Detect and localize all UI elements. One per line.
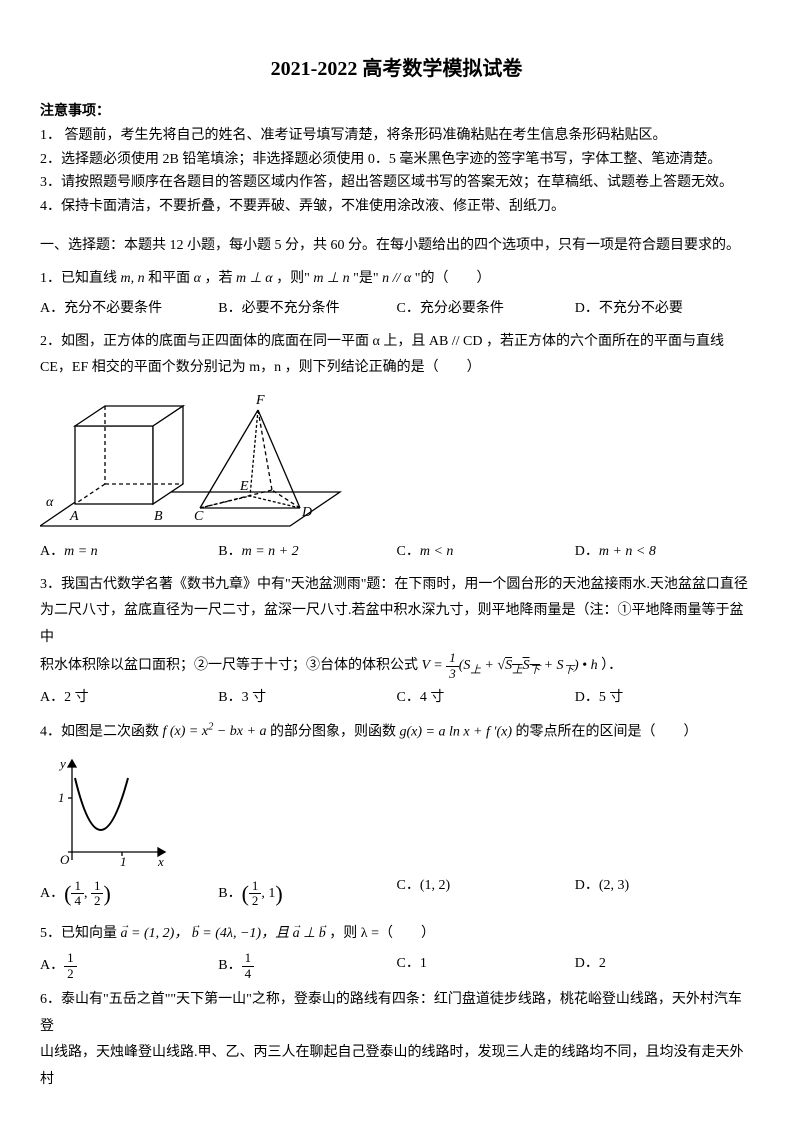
math: b bbox=[192, 926, 199, 941]
math: f (x) = x2 − bx + a bbox=[163, 724, 267, 739]
option-d: D．(2, 3) bbox=[575, 873, 753, 915]
math: n // α bbox=[379, 271, 415, 286]
question-3: 3．我国古代数学名著《数书九章》中有"天池盆测雨"题：在下雨时，用一个圆台形的天… bbox=[40, 572, 753, 712]
question-4: 4．如图是二次函数 f (x) = x2 − bx + a 的部分图象，则函数 … bbox=[40, 718, 753, 915]
math: = (1, 2)， bbox=[128, 926, 189, 941]
math: m, n bbox=[117, 271, 148, 286]
instructions-heading: 注意事项： bbox=[40, 104, 110, 119]
option-a: A．m = n bbox=[40, 539, 218, 566]
svg-text:E: E bbox=[239, 479, 249, 494]
q2-figure: A B C D E F α bbox=[40, 388, 753, 533]
section-heading: 一、选择题：本题共 12 小题，每小题 5 分，共 60 分。在每小题给出的四个… bbox=[40, 233, 753, 260]
svg-text:1: 1 bbox=[58, 790, 65, 805]
text: 的部分图象，则函数 bbox=[270, 724, 396, 739]
svg-text:F: F bbox=[255, 393, 265, 408]
text: "的（ ） bbox=[415, 271, 491, 286]
text: 2．如图，正方体的底面与正四面体的底面在同一平面 α 上，且 AB // CD … bbox=[40, 334, 724, 349]
math: α bbox=[190, 271, 204, 286]
option-c: C．4 寸 bbox=[397, 685, 575, 712]
q4-options: A．(14, 12) B．(12, 1) C．(1, 2) D．(2, 3) bbox=[40, 873, 753, 915]
page-title: 2021-2022 高考数学模拟试卷 bbox=[40, 50, 753, 88]
math-formula: V = 13(S上 + √S上S下 + S下) • h bbox=[422, 658, 602, 673]
option-a: A．(14, 12) bbox=[40, 873, 218, 915]
text: CE，EF 相交的平面个数分别记为 m，n ，则下列结论正确的是（ ） bbox=[40, 360, 481, 375]
svg-text:C: C bbox=[194, 509, 204, 524]
text: 3．我国古代数学名著《数书九章》中有"天池盆测雨"题：在下雨时，用一个圆台形的天… bbox=[40, 577, 748, 592]
q1-options: A．充分不必要条件 B．必要不充分条件 C．充分必要条件 D．不充分不必要 bbox=[40, 296, 753, 323]
math: b bbox=[319, 926, 326, 941]
q3-options: A．2 寸 B．3 寸 C．4 寸 D．5 寸 bbox=[40, 685, 753, 712]
text: "是" bbox=[353, 271, 378, 286]
option-b: B．必要不充分条件 bbox=[218, 296, 396, 323]
option-c: C．1 bbox=[397, 951, 575, 981]
option-b: B．(12, 1) bbox=[218, 873, 396, 915]
svg-text:B: B bbox=[154, 509, 163, 524]
q2-stem: 2．如图，正方体的底面与正四面体的底面在同一平面 α 上，且 AB // CD … bbox=[40, 329, 753, 382]
math: a bbox=[293, 926, 300, 941]
option-d: D．不充分不必要 bbox=[575, 296, 753, 323]
q5-stem: 5．已知向量 a = (1, 2)， b = (4λ, −1)，且 a ⊥ b … bbox=[40, 921, 753, 948]
text: ，若 bbox=[204, 271, 232, 286]
option-d: D．m + n < 8 bbox=[575, 539, 753, 566]
instruction-item: 2．选择题必须使用 2B 铅笔填涂；非选择题必须使用 0．5 毫米黑色字迹的签字… bbox=[40, 152, 721, 167]
q4-stem: 4．如图是二次函数 f (x) = x2 − bx + a 的部分图象，则函数 … bbox=[40, 718, 753, 746]
option-c: C．m < n bbox=[397, 539, 575, 566]
question-5: 5．已知向量 a = (1, 2)， b = (4λ, −1)，且 a ⊥ b … bbox=[40, 921, 753, 981]
text: ）． bbox=[601, 658, 622, 673]
text: 1．已知直线 bbox=[40, 271, 117, 286]
text: 5．已知向量 bbox=[40, 926, 117, 941]
math: m ⊥ α bbox=[232, 271, 276, 286]
svg-text:y: y bbox=[58, 756, 66, 771]
q2-options: A．m = n B．m = n + 2 C．m < n D．m + n < 8 bbox=[40, 539, 753, 566]
option-b: B．14 bbox=[218, 951, 396, 981]
option-c: C．(1, 2) bbox=[397, 873, 575, 915]
q4-figure: O 1 1 x y bbox=[40, 752, 753, 867]
text: 和平面 bbox=[148, 271, 190, 286]
svg-text:1: 1 bbox=[120, 854, 127, 867]
text: ，则" bbox=[276, 271, 310, 286]
text: 4．如图是二次函数 bbox=[40, 724, 159, 739]
option-c: C．充分必要条件 bbox=[397, 296, 575, 323]
text: 积水体积除以盆口面积；②一尺等于十寸；③台体的体积公式 bbox=[40, 658, 418, 673]
math: m ⊥ n bbox=[310, 271, 353, 286]
instructions-block: 注意事项： 1． 答题前，考生先将自己的姓名、准考证号填写清楚，将条形码准确粘贴… bbox=[40, 100, 753, 219]
question-1: 1．已知直线 m, n 和平面 α ，若 m ⊥ α ，则" m ⊥ n "是"… bbox=[40, 266, 753, 323]
svg-text:D: D bbox=[301, 505, 312, 520]
option-b: B．3 寸 bbox=[218, 685, 396, 712]
svg-text:x: x bbox=[157, 854, 164, 867]
option-a: A．12 bbox=[40, 951, 218, 981]
option-d: D．2 bbox=[575, 951, 753, 981]
option-d: D．5 寸 bbox=[575, 685, 753, 712]
q1-stem: 1．已知直线 m, n 和平面 α ，若 m ⊥ α ，则" m ⊥ n "是"… bbox=[40, 266, 753, 293]
q5-options: A．12 B．14 C．1 D．2 bbox=[40, 951, 753, 981]
text: 的零点所在的区间是（ ） bbox=[515, 724, 697, 739]
text: ，则 λ =（ ） bbox=[329, 926, 435, 941]
text: 山线路，天烛峰登山线路.甲、乙、丙三人在聊起自己登泰山的线路时，发现三人走的线路… bbox=[40, 1045, 744, 1087]
question-6: 6．泰山有"五岳之首""天下第一山"之称，登泰山的路线有四条：红门盘道徒步线路，… bbox=[40, 987, 753, 1093]
question-2: 2．如图，正方体的底面与正四面体的底面在同一平面 α 上，且 AB // CD … bbox=[40, 329, 753, 566]
math: g(x) = a ln x + f ′(x) bbox=[399, 724, 512, 739]
option-a: A．2 寸 bbox=[40, 685, 218, 712]
text: 6．泰山有"五岳之首""天下第一山"之称，登泰山的路线有四条：红门盘道徒步线路，… bbox=[40, 992, 742, 1034]
instruction-item: 1． 答题前，考生先将自己的姓名、准考证号填写清楚，将条形码准确粘贴在考生信息条… bbox=[40, 128, 667, 143]
math: = (4λ, −1)，且 bbox=[199, 926, 289, 941]
text: 为二尺八寸，盆底直径为一尺二寸，盆深一尺八寸.若盆中积水深九寸，则平地降雨量是（… bbox=[40, 603, 744, 645]
instruction-item: 4．保持卡面清洁，不要折叠，不要弄破、弄皱，不准使用涂改液、修正带、刮纸刀。 bbox=[40, 199, 565, 214]
q3-stem: 3．我国古代数学名著《数书九章》中有"天池盆测雨"题：在下雨时，用一个圆台形的天… bbox=[40, 572, 753, 682]
svg-text:O: O bbox=[60, 852, 70, 867]
math: ⊥ bbox=[300, 926, 319, 941]
option-a: A．充分不必要条件 bbox=[40, 296, 218, 323]
math: a bbox=[121, 926, 128, 941]
svg-text:A: A bbox=[69, 509, 79, 524]
instruction-item: 3．请按照题号顺序在各题目的答题区域内作答，超出答题区域书写的答案无效；在草稿纸… bbox=[40, 175, 733, 190]
q6-stem: 6．泰山有"五岳之首""天下第一山"之称，登泰山的路线有四条：红门盘道徒步线路，… bbox=[40, 987, 753, 1093]
option-b: B．m = n + 2 bbox=[218, 539, 396, 566]
svg-text:α: α bbox=[46, 495, 54, 510]
